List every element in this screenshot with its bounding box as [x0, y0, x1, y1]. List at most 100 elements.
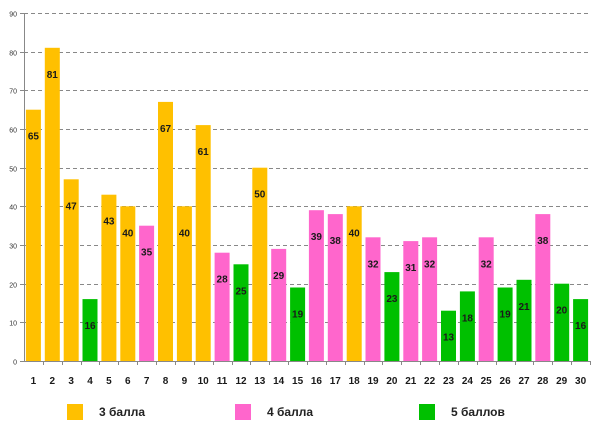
legend-swatch-4-balla: [235, 404, 251, 420]
x-tick-label-16: 16: [311, 376, 323, 387]
x-tick-label-8: 8: [163, 376, 169, 387]
bar-2: [44, 47, 60, 362]
bar-value-label-29: 20: [556, 306, 568, 317]
x-tick-label-2: 2: [50, 376, 56, 387]
x-tick-label-29: 29: [556, 376, 568, 387]
bar-1: [25, 109, 41, 361]
bar-10: [195, 125, 211, 361]
bar-12: [233, 264, 249, 361]
x-tick-label-12: 12: [235, 376, 247, 387]
bar-value-label-12: 25: [235, 286, 247, 297]
bar-8: [158, 101, 173, 362]
x-tick-label-3: 3: [68, 376, 74, 387]
bar-value-label-26: 19: [500, 310, 512, 321]
x-axis: 1 2 3 4 5 6 7 8 9 10 11 12 13 14 15 16 17 18 19 20 21 22 23 24 2…: [24, 361, 591, 387]
bar-value-label-5: 43: [103, 217, 115, 228]
x-tick-label-5: 5: [106, 376, 112, 387]
y-tick-label-80: 80: [9, 51, 17, 58]
x-tick-label-23: 23: [443, 376, 455, 387]
bar-value-label-13: 50: [254, 190, 266, 201]
legend-item-4-balla: 4 балла: [235, 402, 313, 422]
bar-19: [365, 237, 381, 361]
bar-value-label-22: 32: [424, 259, 436, 270]
legend-swatch-3-balla: [67, 404, 83, 420]
y-tick-label-30: 30: [9, 244, 17, 251]
bar-14: [271, 248, 287, 361]
bar-6: [120, 206, 136, 361]
bar-value-label-8: 67: [160, 124, 172, 135]
bar-11: [214, 252, 230, 361]
bar-value-label-19: 32: [367, 259, 379, 270]
x-tick-label-18: 18: [349, 376, 361, 387]
x-tick-label-15: 15: [292, 376, 304, 387]
bar-value-label-7: 35: [141, 248, 153, 259]
bar-value-label-2: 81: [47, 70, 59, 81]
bar-value-label-3: 47: [66, 201, 78, 212]
bar-4: [82, 299, 98, 361]
bar-17: [327, 214, 343, 361]
bar-23: [441, 310, 456, 361]
y-axis: 0 10 20 30 40 50 60 70 80 90: [9, 12, 25, 367]
x-tick-label-7: 7: [144, 376, 150, 387]
x-tick-label-10: 10: [198, 376, 210, 387]
bar-24: [459, 291, 475, 361]
y-tick-label-40: 40: [9, 205, 17, 212]
bar-value-label-23: 13: [443, 333, 455, 344]
x-tick-label-1: 1: [31, 376, 37, 387]
bar-value-label-6: 40: [122, 228, 134, 239]
bar-25: [478, 237, 494, 361]
bar-value-label-18: 40: [349, 228, 361, 239]
x-tick-label-17: 17: [330, 376, 342, 387]
y-tick-label-0: 0: [13, 360, 17, 367]
bar-26: [497, 287, 513, 361]
bar-value-label-16: 39: [311, 232, 323, 243]
x-tick-label-30: 30: [575, 376, 587, 387]
bar-value-label-11: 28: [217, 275, 229, 286]
x-tick-label-4: 4: [87, 376, 93, 387]
bar-28: [535, 214, 551, 361]
bar-value-label-1: 65: [28, 132, 40, 143]
legend-label-4-balla: 4 балла: [267, 405, 314, 419]
x-tick-label-19: 19: [367, 376, 379, 387]
bar-value-label-15: 19: [292, 310, 304, 321]
x-tick-label-21: 21: [405, 376, 417, 387]
x-tick-label-9: 9: [182, 376, 188, 387]
x-tick-label-11: 11: [217, 376, 228, 387]
bar-30: [573, 299, 589, 361]
x-tick-label-27: 27: [518, 376, 530, 387]
bars: 65 81 47 16 43 40 35 67 40 61 28 25 50 29 19 39 38 40 32 23…: [25, 47, 589, 362]
y-tick-label-20: 20: [9, 283, 17, 290]
bar-value-label-27: 21: [518, 302, 530, 313]
x-tick-label-20: 20: [386, 376, 398, 387]
bar-20: [384, 272, 400, 361]
x-tick-label-22: 22: [424, 376, 436, 387]
bar-value-label-30: 16: [575, 321, 587, 332]
bar-value-label-28: 38: [537, 236, 549, 247]
bar-21: [403, 241, 419, 361]
y-tick-label-90: 90: [9, 12, 17, 19]
bar-15: [290, 287, 306, 361]
bar-value-label-20: 23: [386, 294, 398, 305]
x-tick-label-14: 14: [273, 376, 285, 387]
y-tick-label-50: 50: [9, 167, 17, 174]
x-tick-label-6: 6: [125, 376, 131, 387]
bar-18: [346, 206, 362, 361]
legend-label-3-balla: 3 балла: [99, 405, 146, 419]
gridlines: [24, 13, 590, 323]
bar-value-label-4: 16: [84, 321, 96, 332]
legend-swatch-5-ballov: [419, 404, 435, 420]
bar-5: [101, 194, 117, 361]
y-tick-label-70: 70: [9, 89, 17, 96]
bar-13: [252, 167, 268, 361]
bar-value-label-25: 32: [481, 259, 493, 270]
bar-value-label-17: 38: [330, 236, 342, 247]
x-tick-label-26: 26: [500, 376, 512, 387]
bar-value-label-21: 31: [405, 263, 417, 274]
x-tick-label-13: 13: [254, 376, 266, 387]
bar-16: [308, 210, 324, 361]
bar-27: [516, 279, 532, 361]
x-tick-label-24: 24: [462, 376, 474, 387]
legend-label-5-ballov: 5 баллов: [451, 405, 505, 419]
x-tick-label-25: 25: [481, 376, 493, 387]
